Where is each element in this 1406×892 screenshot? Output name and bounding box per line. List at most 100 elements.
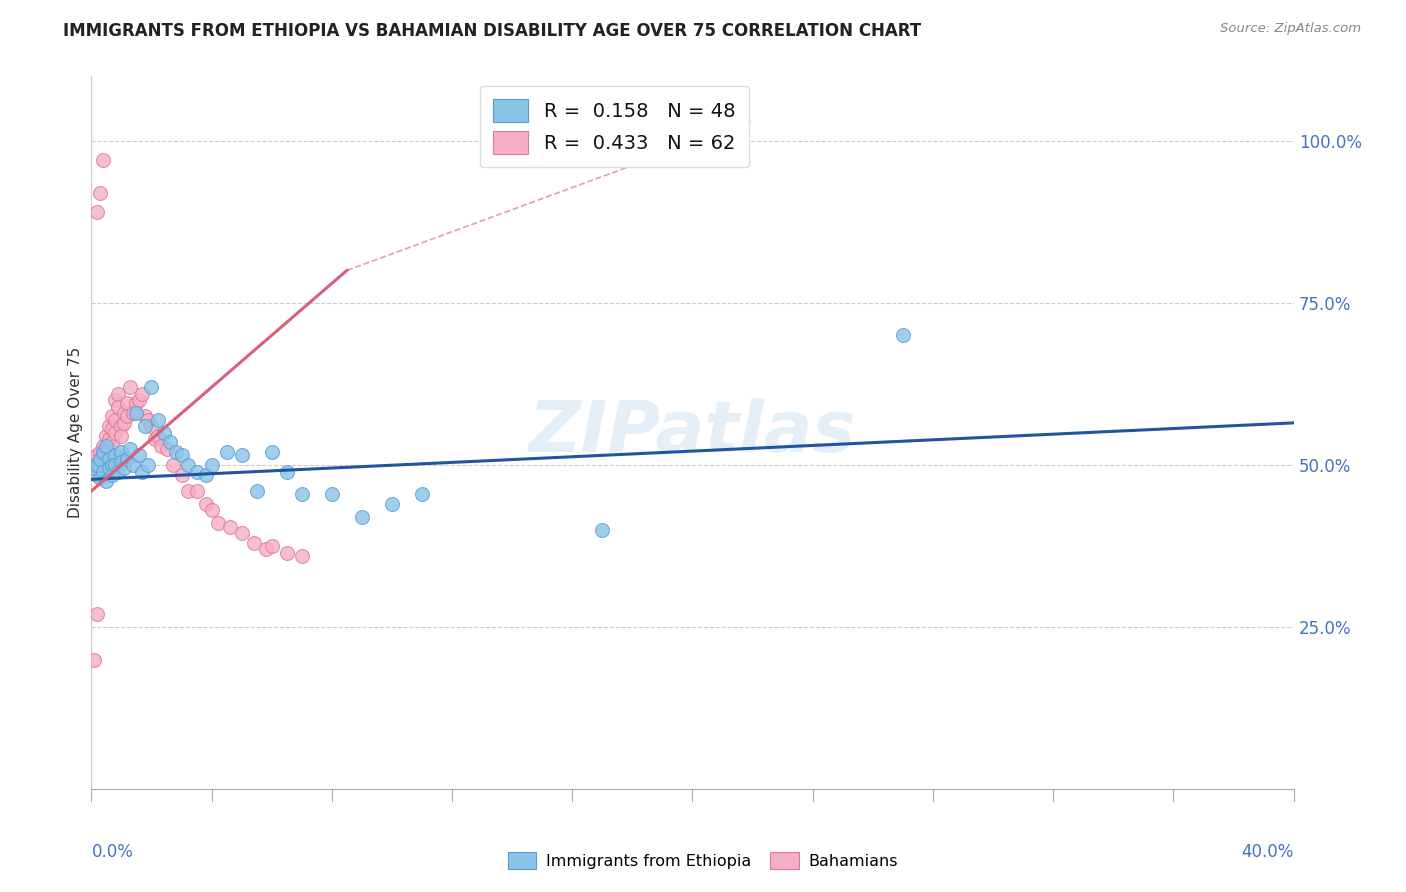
Point [321, 487, 343, 501]
Point [131, 465, 153, 479]
Point [291, 549, 314, 563]
Point [110, 429, 132, 443]
Point [101, 409, 124, 424]
Point [176, 458, 198, 472]
Point [138, 458, 160, 472]
Point [101, 458, 124, 472]
Point [104, 448, 127, 462]
Point [104, 412, 127, 426]
Point [201, 503, 224, 517]
Text: 40.0%: 40.0% [1241, 843, 1294, 861]
Point [114, 416, 136, 430]
Point [98, 442, 121, 456]
Point [411, 487, 433, 501]
Point [194, 467, 217, 482]
Point [246, 483, 269, 498]
Point [122, 406, 145, 420]
Legend: R =  0.158   N = 48, R =  0.433   N = 62: R = 0.158 N = 48, R = 0.433 N = 62 [479, 86, 749, 168]
Point [120, 442, 142, 456]
Point [143, 432, 166, 446]
Point [207, 516, 229, 531]
Point [96, 429, 118, 443]
Point [120, 380, 142, 394]
Text: IMMIGRANTS FROM ETHIOPIA VS BAHAMIAN DISABILITY AGE OVER 75 CORRELATION CHART: IMMIGRANTS FROM ETHIOPIA VS BAHAMIAN DIS… [63, 22, 921, 40]
Text: 0.0%: 0.0% [91, 843, 134, 861]
Point [591, 523, 613, 537]
Point [89, 445, 111, 459]
Point [146, 412, 169, 426]
Point [218, 519, 240, 533]
Point [125, 406, 148, 420]
Point [242, 536, 264, 550]
Point [350, 510, 373, 524]
Point [96, 439, 118, 453]
Point [291, 487, 314, 501]
Point [125, 396, 148, 410]
Y-axis label: Disability Age Over 75: Disability Age Over 75 [67, 347, 83, 518]
Point [93, 445, 115, 459]
Point [138, 412, 160, 426]
Point [93, 448, 115, 462]
Point [107, 386, 129, 401]
Point [89, 471, 111, 485]
Point [104, 425, 127, 440]
Point [186, 483, 208, 498]
Point [117, 409, 139, 424]
Point [149, 439, 172, 453]
Point [96, 442, 118, 456]
Point [93, 465, 115, 479]
Point [107, 465, 129, 479]
Point [165, 445, 187, 459]
Point [93, 439, 115, 453]
Point [86, 607, 108, 622]
Point [98, 461, 121, 475]
Point [104, 393, 127, 408]
Point [117, 451, 139, 466]
Point [260, 445, 283, 459]
Point [260, 539, 283, 553]
Point [128, 448, 150, 462]
Point [152, 425, 174, 440]
Point [134, 419, 156, 434]
Point [93, 458, 115, 472]
Point [98, 419, 121, 434]
Text: ZIPatlas: ZIPatlas [529, 398, 856, 467]
Point [107, 400, 129, 414]
Point [891, 328, 914, 343]
Point [194, 497, 217, 511]
Point [89, 186, 111, 200]
Point [231, 526, 253, 541]
Point [110, 419, 132, 434]
Point [114, 406, 136, 420]
Point [86, 205, 108, 219]
Point [155, 442, 177, 456]
Point [104, 458, 127, 472]
Point [101, 422, 124, 436]
Point [122, 458, 145, 472]
Point [110, 445, 132, 459]
Point [96, 455, 118, 469]
Point [131, 386, 153, 401]
Point [381, 497, 404, 511]
Point [110, 455, 132, 469]
Point [86, 467, 108, 482]
Point [98, 432, 121, 446]
Point [101, 467, 124, 482]
Point [215, 445, 238, 459]
Point [114, 461, 136, 475]
Point [170, 448, 193, 462]
Point [141, 419, 163, 434]
Point [186, 465, 208, 479]
Point [93, 153, 115, 168]
Point [83, 455, 105, 469]
Point [128, 393, 150, 408]
Point [162, 458, 184, 472]
Point [89, 455, 111, 469]
Point [89, 451, 111, 466]
Point [276, 465, 298, 479]
Point [134, 409, 156, 424]
Point [83, 653, 105, 667]
Point [141, 380, 163, 394]
Point [98, 451, 121, 466]
Point [159, 435, 181, 450]
